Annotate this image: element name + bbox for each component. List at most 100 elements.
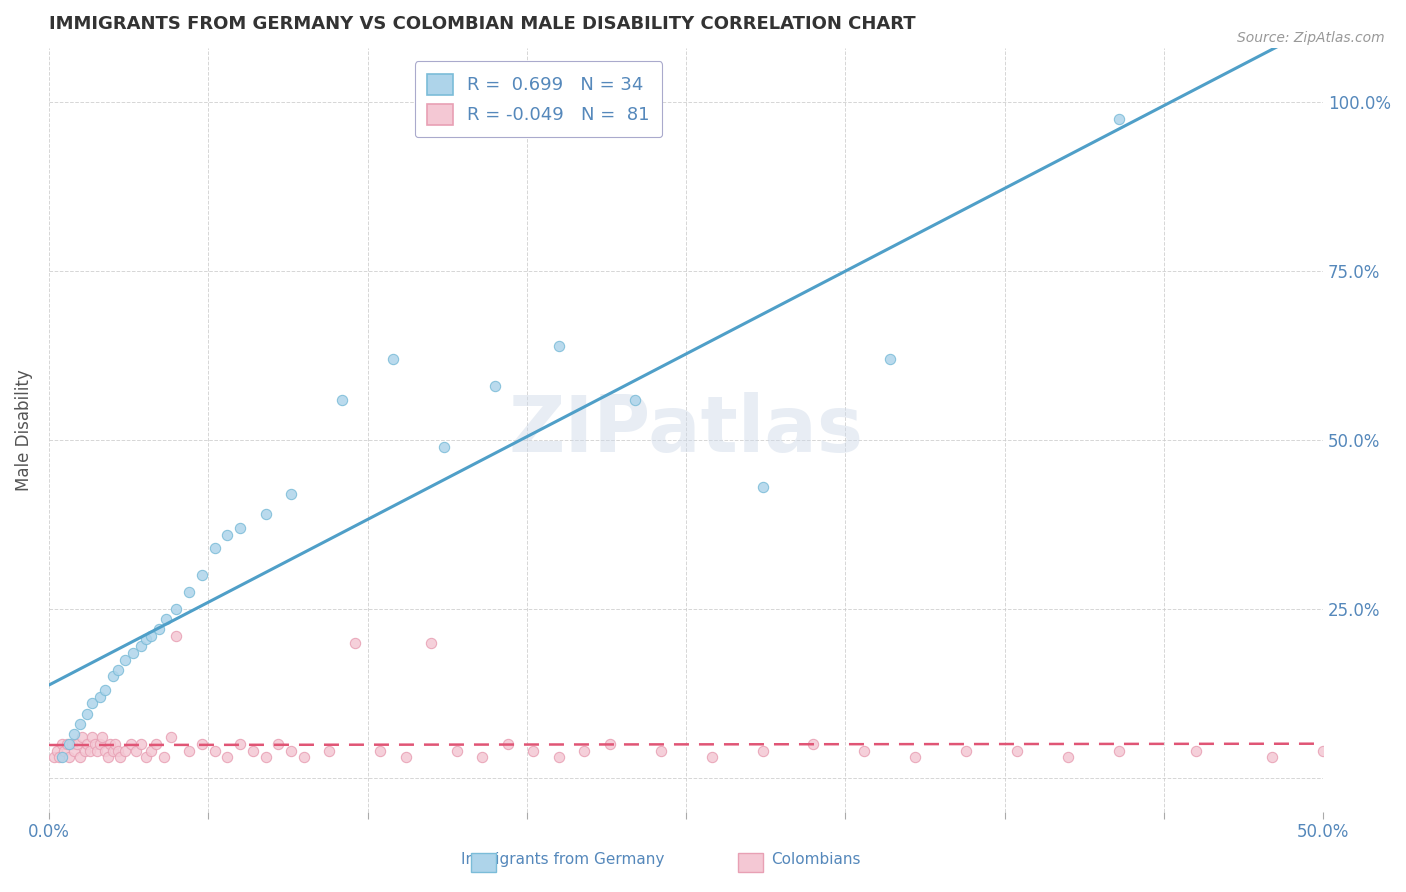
Text: Immigrants from Germany: Immigrants from Germany bbox=[461, 852, 664, 867]
Point bbox=[139, 629, 162, 643]
Point bbox=[94, 744, 117, 758]
Point bbox=[58, 737, 80, 751]
Point bbox=[599, 737, 621, 751]
Point bbox=[254, 508, 277, 522]
Point bbox=[82, 730, 104, 744]
Point bbox=[179, 744, 201, 758]
Point bbox=[101, 669, 124, 683]
Point bbox=[165, 602, 187, 616]
Point bbox=[1362, 750, 1385, 764]
Legend: R =  0.699   N = 34, R = -0.049   N =  81: R = 0.699 N = 34, R = -0.049 N = 81 bbox=[415, 62, 662, 137]
Point bbox=[179, 585, 201, 599]
Point bbox=[522, 744, 544, 758]
Point bbox=[69, 716, 91, 731]
Point bbox=[229, 521, 252, 535]
Point bbox=[76, 737, 98, 751]
Point bbox=[86, 744, 108, 758]
Point bbox=[73, 744, 96, 758]
Point bbox=[148, 622, 170, 636]
Point bbox=[1057, 750, 1080, 764]
Point bbox=[42, 750, 65, 764]
Point bbox=[204, 541, 226, 556]
Point bbox=[98, 737, 121, 751]
Point bbox=[330, 392, 353, 407]
Point bbox=[89, 737, 111, 751]
Point bbox=[879, 352, 901, 367]
Point bbox=[484, 379, 506, 393]
Point bbox=[89, 690, 111, 704]
Point bbox=[420, 636, 443, 650]
Point bbox=[446, 744, 468, 758]
Point bbox=[120, 737, 142, 751]
Point bbox=[382, 352, 405, 367]
Point bbox=[204, 744, 226, 758]
Point bbox=[395, 750, 418, 764]
Point bbox=[368, 744, 391, 758]
Point bbox=[101, 744, 124, 758]
Point bbox=[66, 737, 89, 751]
Point bbox=[751, 744, 773, 758]
Point bbox=[700, 750, 723, 764]
Point bbox=[48, 750, 70, 764]
Point bbox=[114, 744, 136, 758]
Point bbox=[318, 744, 340, 758]
Point bbox=[51, 750, 73, 764]
Point bbox=[79, 744, 101, 758]
Point bbox=[160, 730, 183, 744]
Point bbox=[139, 744, 162, 758]
Point bbox=[751, 480, 773, 494]
Point bbox=[124, 744, 146, 758]
Point bbox=[229, 737, 252, 751]
Point bbox=[152, 750, 174, 764]
Point bbox=[129, 639, 152, 653]
Point bbox=[129, 737, 152, 751]
Point bbox=[904, 750, 927, 764]
Text: Source: ZipAtlas.com: Source: ZipAtlas.com bbox=[1237, 31, 1385, 45]
Point bbox=[107, 744, 129, 758]
Point bbox=[292, 750, 315, 764]
Point bbox=[217, 750, 239, 764]
Point bbox=[83, 737, 105, 751]
Point bbox=[280, 487, 302, 501]
Point bbox=[58, 750, 80, 764]
Point bbox=[63, 744, 86, 758]
Point bbox=[53, 744, 76, 758]
Point bbox=[91, 730, 114, 744]
Point bbox=[955, 744, 977, 758]
Point bbox=[69, 750, 91, 764]
Point bbox=[104, 737, 127, 751]
Point bbox=[165, 629, 187, 643]
Point bbox=[1108, 112, 1130, 127]
Point bbox=[107, 663, 129, 677]
Point bbox=[803, 737, 825, 751]
Point bbox=[82, 697, 104, 711]
Point bbox=[572, 744, 595, 758]
Point bbox=[1312, 744, 1334, 758]
Point bbox=[496, 737, 519, 751]
Point bbox=[1007, 744, 1029, 758]
Point bbox=[76, 706, 98, 721]
Text: ZIPatlas: ZIPatlas bbox=[509, 392, 863, 468]
Point bbox=[94, 683, 117, 698]
Point bbox=[110, 750, 132, 764]
Point bbox=[254, 750, 277, 764]
Point bbox=[650, 744, 672, 758]
Point bbox=[145, 737, 167, 751]
Point bbox=[242, 744, 264, 758]
Point bbox=[60, 737, 83, 751]
Point bbox=[267, 737, 290, 751]
Text: Colombians: Colombians bbox=[770, 852, 860, 867]
Text: IMMIGRANTS FROM GERMANY VS COLOMBIAN MALE DISABILITY CORRELATION CHART: IMMIGRANTS FROM GERMANY VS COLOMBIAN MAL… bbox=[49, 15, 915, 33]
Point bbox=[280, 744, 302, 758]
Point bbox=[63, 727, 86, 741]
Point bbox=[70, 730, 93, 744]
Point bbox=[471, 750, 494, 764]
Point bbox=[97, 750, 120, 764]
Point bbox=[135, 632, 157, 647]
Point bbox=[547, 338, 569, 352]
Point bbox=[56, 737, 79, 751]
Point bbox=[547, 750, 569, 764]
Point bbox=[853, 744, 876, 758]
Point bbox=[122, 646, 145, 660]
Point bbox=[433, 440, 456, 454]
